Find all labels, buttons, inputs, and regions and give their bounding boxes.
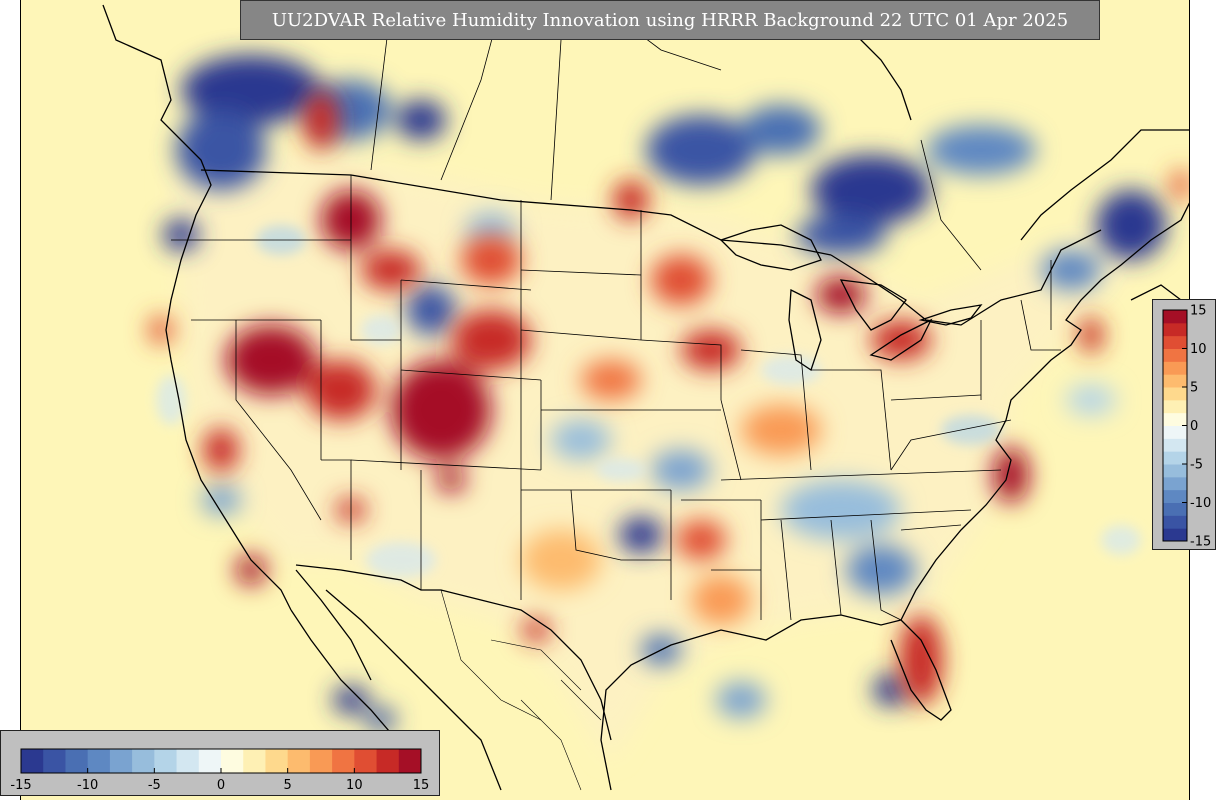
- colorbar-swatch: [243, 749, 266, 773]
- colorbar-swatch: [176, 749, 200, 773]
- negative-anomalies: [163, 55, 1166, 732]
- colorbar-tick-label: 0: [217, 778, 225, 793]
- colorbar-tick-label: -15: [1190, 535, 1211, 550]
- positive-anomalies: [149, 90, 1189, 705]
- colorbar-swatch: [287, 749, 311, 773]
- horizontal-colorbar-graphic: -15 -10 -5 0 5 10 15: [10, 748, 430, 793]
- humidity-innovation-field: [21, 0, 1189, 800]
- colorbar-swatch: [1163, 387, 1187, 401]
- map-title-banner: UU2DVAR Relative Humidity Innovation usi…: [240, 0, 1100, 40]
- colorbar-swatch: [221, 749, 244, 773]
- colorbar-tick-label: 0: [1190, 419, 1198, 434]
- colorbar-swatch: [198, 749, 222, 773]
- colorbar-swatch: [1163, 361, 1187, 375]
- colorbar-swatch: [332, 749, 355, 773]
- colorbar-swatch: [1163, 335, 1187, 349]
- colorbar-swatch: [1163, 348, 1187, 362]
- colorbar-swatch: [65, 749, 89, 773]
- colorbar-tick-label: 5: [284, 778, 292, 793]
- colorbar-swatch: [376, 749, 400, 773]
- colorbar-tick-label: 5: [1190, 381, 1198, 396]
- colorbar-tick-label: -10: [1190, 496, 1211, 511]
- colorbar-swatch: [109, 749, 133, 773]
- colorbar-swatch: [87, 749, 111, 773]
- map-panel: [20, 0, 1190, 800]
- colorbar-swatch: [43, 749, 66, 773]
- colorbar-swatch: [398, 749, 422, 773]
- colorbar-tick-label: -15: [10, 778, 31, 793]
- colorbar-swatch: [1163, 438, 1187, 452]
- colorbar-swatch: [1163, 310, 1187, 324]
- horizontal-colorbar: -15 -10 -5 0 5 10 15: [0, 730, 440, 796]
- colorbar-swatch: [1163, 451, 1187, 465]
- colorbar-swatch: [1163, 412, 1187, 426]
- colorbar-swatch: [1163, 464, 1187, 478]
- colorbar-swatch: [1163, 515, 1187, 529]
- vertical-colorbar: -15 -10 -5 0 5 10 15: [1152, 299, 1216, 550]
- colorbar-swatch: [265, 749, 289, 773]
- colorbar-tick-label: 10: [1190, 342, 1207, 357]
- colorbar-tick-label: 15: [1190, 304, 1207, 319]
- colorbar-tick-label: -5: [148, 778, 161, 793]
- colorbar-swatch: [154, 749, 178, 773]
- colorbar-swatch: [1163, 322, 1187, 337]
- colorbar-swatch: [309, 749, 333, 773]
- colorbar-swatch: [1163, 528, 1187, 542]
- colorbar-swatch: [21, 749, 44, 773]
- colorbar-tick-label: -10: [77, 778, 98, 793]
- colorbar-swatch: [1163, 399, 1187, 414]
- colorbar-swatch: [132, 749, 155, 773]
- colorbar-swatch: [1163, 502, 1187, 516]
- colorbar-tick-label: -5: [1190, 458, 1203, 473]
- neutral-anomalies: [156, 225, 1141, 578]
- colorbar-swatch: [354, 749, 378, 773]
- map-title: UU2DVAR Relative Humidity Innovation usi…: [271, 9, 1069, 31]
- vertical-colorbar-graphic: -15 -10 -5 0 5 10 15: [1162, 304, 1211, 550]
- colorbar-swatch: [1163, 476, 1187, 491]
- coastline-and-borders: [102, 4, 1189, 791]
- colorbar-swatch: [1163, 374, 1187, 388]
- colorbar-tick-label: 15: [413, 778, 430, 793]
- colorbar-tick-label: 10: [346, 778, 363, 793]
- colorbar-swatch: [1163, 489, 1187, 503]
- colorbar-swatch: [1163, 425, 1187, 439]
